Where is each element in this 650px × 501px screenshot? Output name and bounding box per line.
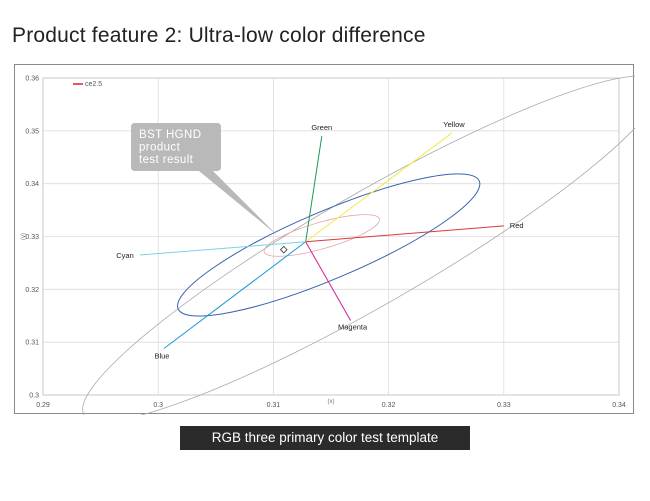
- series-label-green: Green: [311, 123, 332, 132]
- y-tick-label: 0.36: [25, 76, 39, 83]
- series-label-blue: Blue: [154, 352, 169, 361]
- x-axis-label: (x): [328, 399, 335, 405]
- series-label-red: Red: [510, 221, 524, 230]
- series-label-yellow: Yellow: [443, 120, 465, 129]
- y-tick-label: 0.34: [25, 181, 39, 188]
- callout-text-line: product: [139, 142, 181, 154]
- tolerance-ellipse: [263, 214, 380, 257]
- series-line-blue: [163, 241, 306, 349]
- callout-text-line: test result: [139, 154, 194, 166]
- y-tick-label: 0.33: [25, 234, 39, 241]
- y-tick-label: 0.35: [25, 128, 39, 135]
- caption-label: RGB three primary color test template: [180, 426, 470, 450]
- chromaticity-chart: 0.29 0.3 0.31 0.32 0.33 0.34 0.3 0.31 0.32 0.33 0.…: [14, 64, 635, 415]
- x-tick-label: 0.29: [36, 402, 50, 409]
- tolerance-ellipse: [82, 75, 635, 415]
- series-line-red: [305, 225, 504, 243]
- chart-canvas: 0.29 0.3 0.31 0.32 0.33 0.34 0.3 0.31 0.32 0.33 0.…: [21, 75, 635, 415]
- legend-label: ce2.5: [85, 81, 102, 88]
- series-line-magenta: [305, 241, 352, 321]
- series-line-yellow: [305, 132, 453, 243]
- series-line-green: [305, 136, 323, 242]
- series-line-cyan: [139, 241, 306, 256]
- x-tick-label: 0.31: [267, 402, 281, 409]
- test-result-marker: [279, 245, 288, 254]
- y-tick-label: 0.32: [25, 287, 39, 294]
- plot-area: [42, 77, 620, 396]
- y-tick-label: 0.3: [29, 393, 39, 400]
- x-tick-label: 0.32: [382, 402, 396, 409]
- series-label-magenta: Magenta: [338, 323, 368, 332]
- page-title: Product feature 2: Ultra-low color diffe…: [12, 24, 426, 47]
- x-tick-label: 0.33: [497, 402, 511, 409]
- series-label-cyan: Cyan: [116, 251, 134, 260]
- callout-bubble: [131, 123, 277, 235]
- y-tick-label: 0.31: [25, 340, 39, 347]
- tolerance-ellipse: [177, 173, 481, 317]
- callout-text-line: BST HGND: [139, 129, 201, 141]
- y-axis-label: (y): [21, 233, 27, 240]
- x-tick-label: 0.34: [612, 402, 626, 409]
- x-tick-label: 0.3: [153, 402, 163, 409]
